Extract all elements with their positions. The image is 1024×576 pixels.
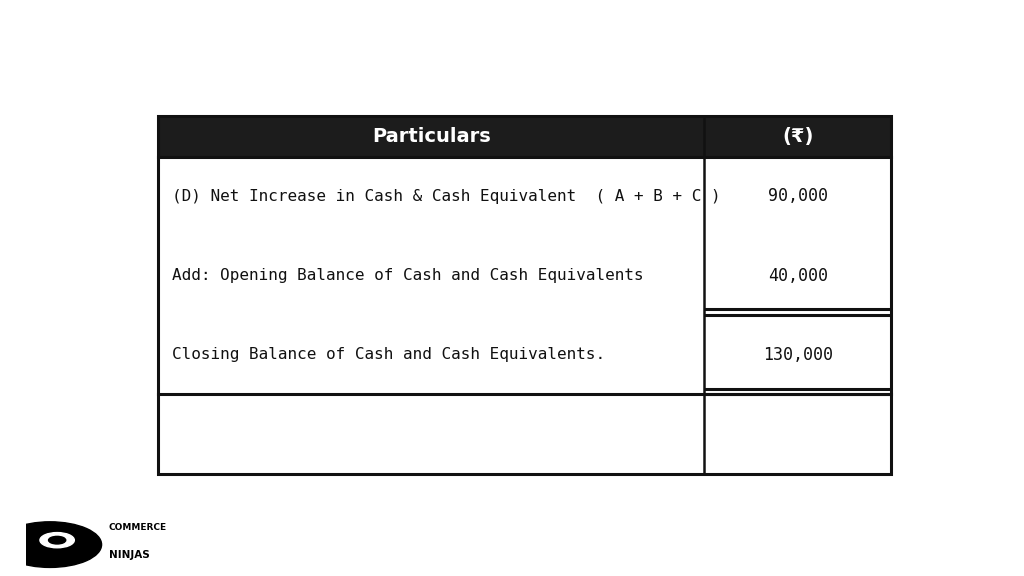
Text: Add: Opening Balance of Cash and Cash Equivalents: Add: Opening Balance of Cash and Cash Eq… [172, 268, 644, 283]
Bar [158, 116, 892, 473]
Bar [158, 116, 892, 157]
Text: COMMERCE: COMMERCE [109, 523, 167, 532]
Bar [158, 116, 892, 473]
Text: 130,000: 130,000 [763, 346, 833, 364]
Text: 40,000: 40,000 [768, 267, 828, 285]
Circle shape [40, 533, 75, 548]
Text: NINJAS: NINJAS [109, 551, 150, 560]
Text: (₹): (₹) [782, 127, 814, 146]
Circle shape [0, 522, 101, 567]
Circle shape [48, 536, 66, 544]
Text: 90,000: 90,000 [768, 187, 828, 206]
Text: (D) Net Increase in Cash & Cash Equivalent  ( A + B + C ): (D) Net Increase in Cash & Cash Equivale… [172, 189, 721, 204]
Text: Closing Balance of Cash and Cash Equivalents.: Closing Balance of Cash and Cash Equival… [172, 347, 605, 362]
Text: Particulars: Particulars [372, 127, 490, 146]
